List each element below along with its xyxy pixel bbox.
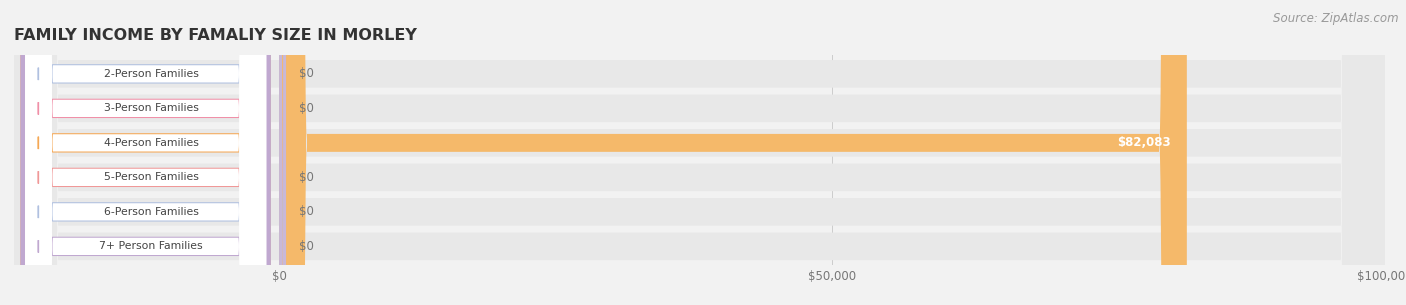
FancyBboxPatch shape	[14, 0, 1385, 305]
FancyBboxPatch shape	[25, 0, 266, 305]
FancyBboxPatch shape	[21, 0, 270, 305]
FancyBboxPatch shape	[21, 0, 270, 305]
Text: 5-Person Families: 5-Person Families	[104, 172, 198, 182]
FancyBboxPatch shape	[21, 0, 270, 305]
FancyBboxPatch shape	[25, 0, 266, 305]
FancyBboxPatch shape	[14, 0, 1385, 305]
Text: $0: $0	[299, 205, 314, 218]
FancyBboxPatch shape	[280, 0, 285, 305]
FancyBboxPatch shape	[280, 0, 1187, 305]
FancyBboxPatch shape	[14, 0, 1385, 305]
Text: Source: ZipAtlas.com: Source: ZipAtlas.com	[1274, 12, 1399, 25]
Text: $82,083: $82,083	[1116, 136, 1170, 149]
FancyBboxPatch shape	[14, 0, 1385, 305]
Text: FAMILY INCOME BY FAMALIY SIZE IN MORLEY: FAMILY INCOME BY FAMALIY SIZE IN MORLEY	[14, 28, 418, 43]
FancyBboxPatch shape	[14, 0, 1385, 305]
FancyBboxPatch shape	[280, 0, 285, 305]
FancyBboxPatch shape	[21, 0, 270, 305]
Text: $0: $0	[299, 240, 314, 253]
FancyBboxPatch shape	[14, 0, 1385, 305]
FancyBboxPatch shape	[280, 0, 285, 305]
Text: 7+ Person Families: 7+ Person Families	[100, 241, 202, 251]
Text: $0: $0	[299, 171, 314, 184]
FancyBboxPatch shape	[21, 0, 270, 305]
FancyBboxPatch shape	[25, 0, 266, 305]
Text: 6-Person Families: 6-Person Families	[104, 207, 198, 217]
FancyBboxPatch shape	[25, 0, 266, 305]
Text: $0: $0	[299, 102, 314, 115]
Text: 2-Person Families: 2-Person Families	[104, 69, 198, 79]
Text: 3-Person Families: 3-Person Families	[104, 103, 198, 113]
Text: 4-Person Families: 4-Person Families	[104, 138, 198, 148]
FancyBboxPatch shape	[25, 0, 266, 305]
FancyBboxPatch shape	[21, 0, 270, 305]
Text: $0: $0	[299, 67, 314, 81]
FancyBboxPatch shape	[25, 0, 266, 305]
FancyBboxPatch shape	[280, 0, 285, 305]
FancyBboxPatch shape	[280, 0, 285, 305]
